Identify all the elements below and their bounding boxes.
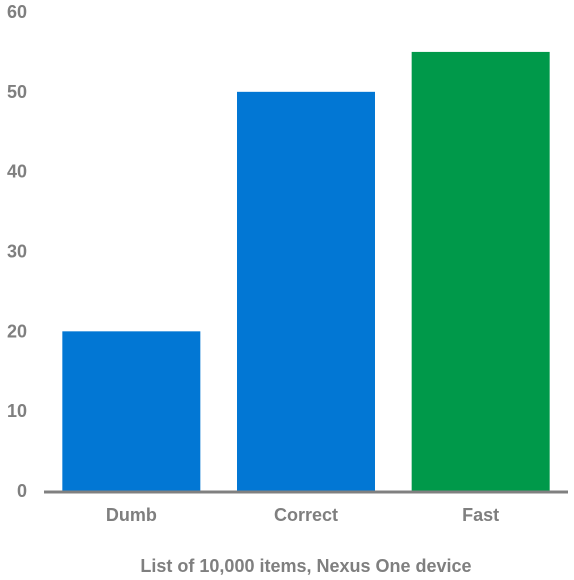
- category-labels: Dumb Correct Fast: [106, 505, 499, 525]
- y-tick-label: 0: [17, 481, 27, 501]
- bar-fast: [411, 51, 550, 492]
- y-tick-label: 10: [7, 401, 27, 421]
- bar-correct: [237, 91, 375, 491]
- category-label-dumb: Dumb: [106, 505, 157, 525]
- bars: [62, 51, 550, 492]
- category-label-correct: Correct: [274, 505, 338, 525]
- x-axis-title: List of 10,000 items, Nexus One device: [140, 556, 471, 576]
- y-tick-label: 60: [7, 2, 27, 22]
- y-tick-label: 30: [7, 242, 27, 262]
- y-tick-label: 50: [7, 82, 27, 102]
- bar-dumb: [62, 331, 201, 491]
- y-tick-label: 20: [7, 321, 27, 341]
- y-tick-label: 40: [7, 162, 27, 182]
- category-label-fast: Fast: [462, 505, 499, 525]
- y-axis-ticks: 0 10 20 30 40 50 60: [7, 2, 27, 501]
